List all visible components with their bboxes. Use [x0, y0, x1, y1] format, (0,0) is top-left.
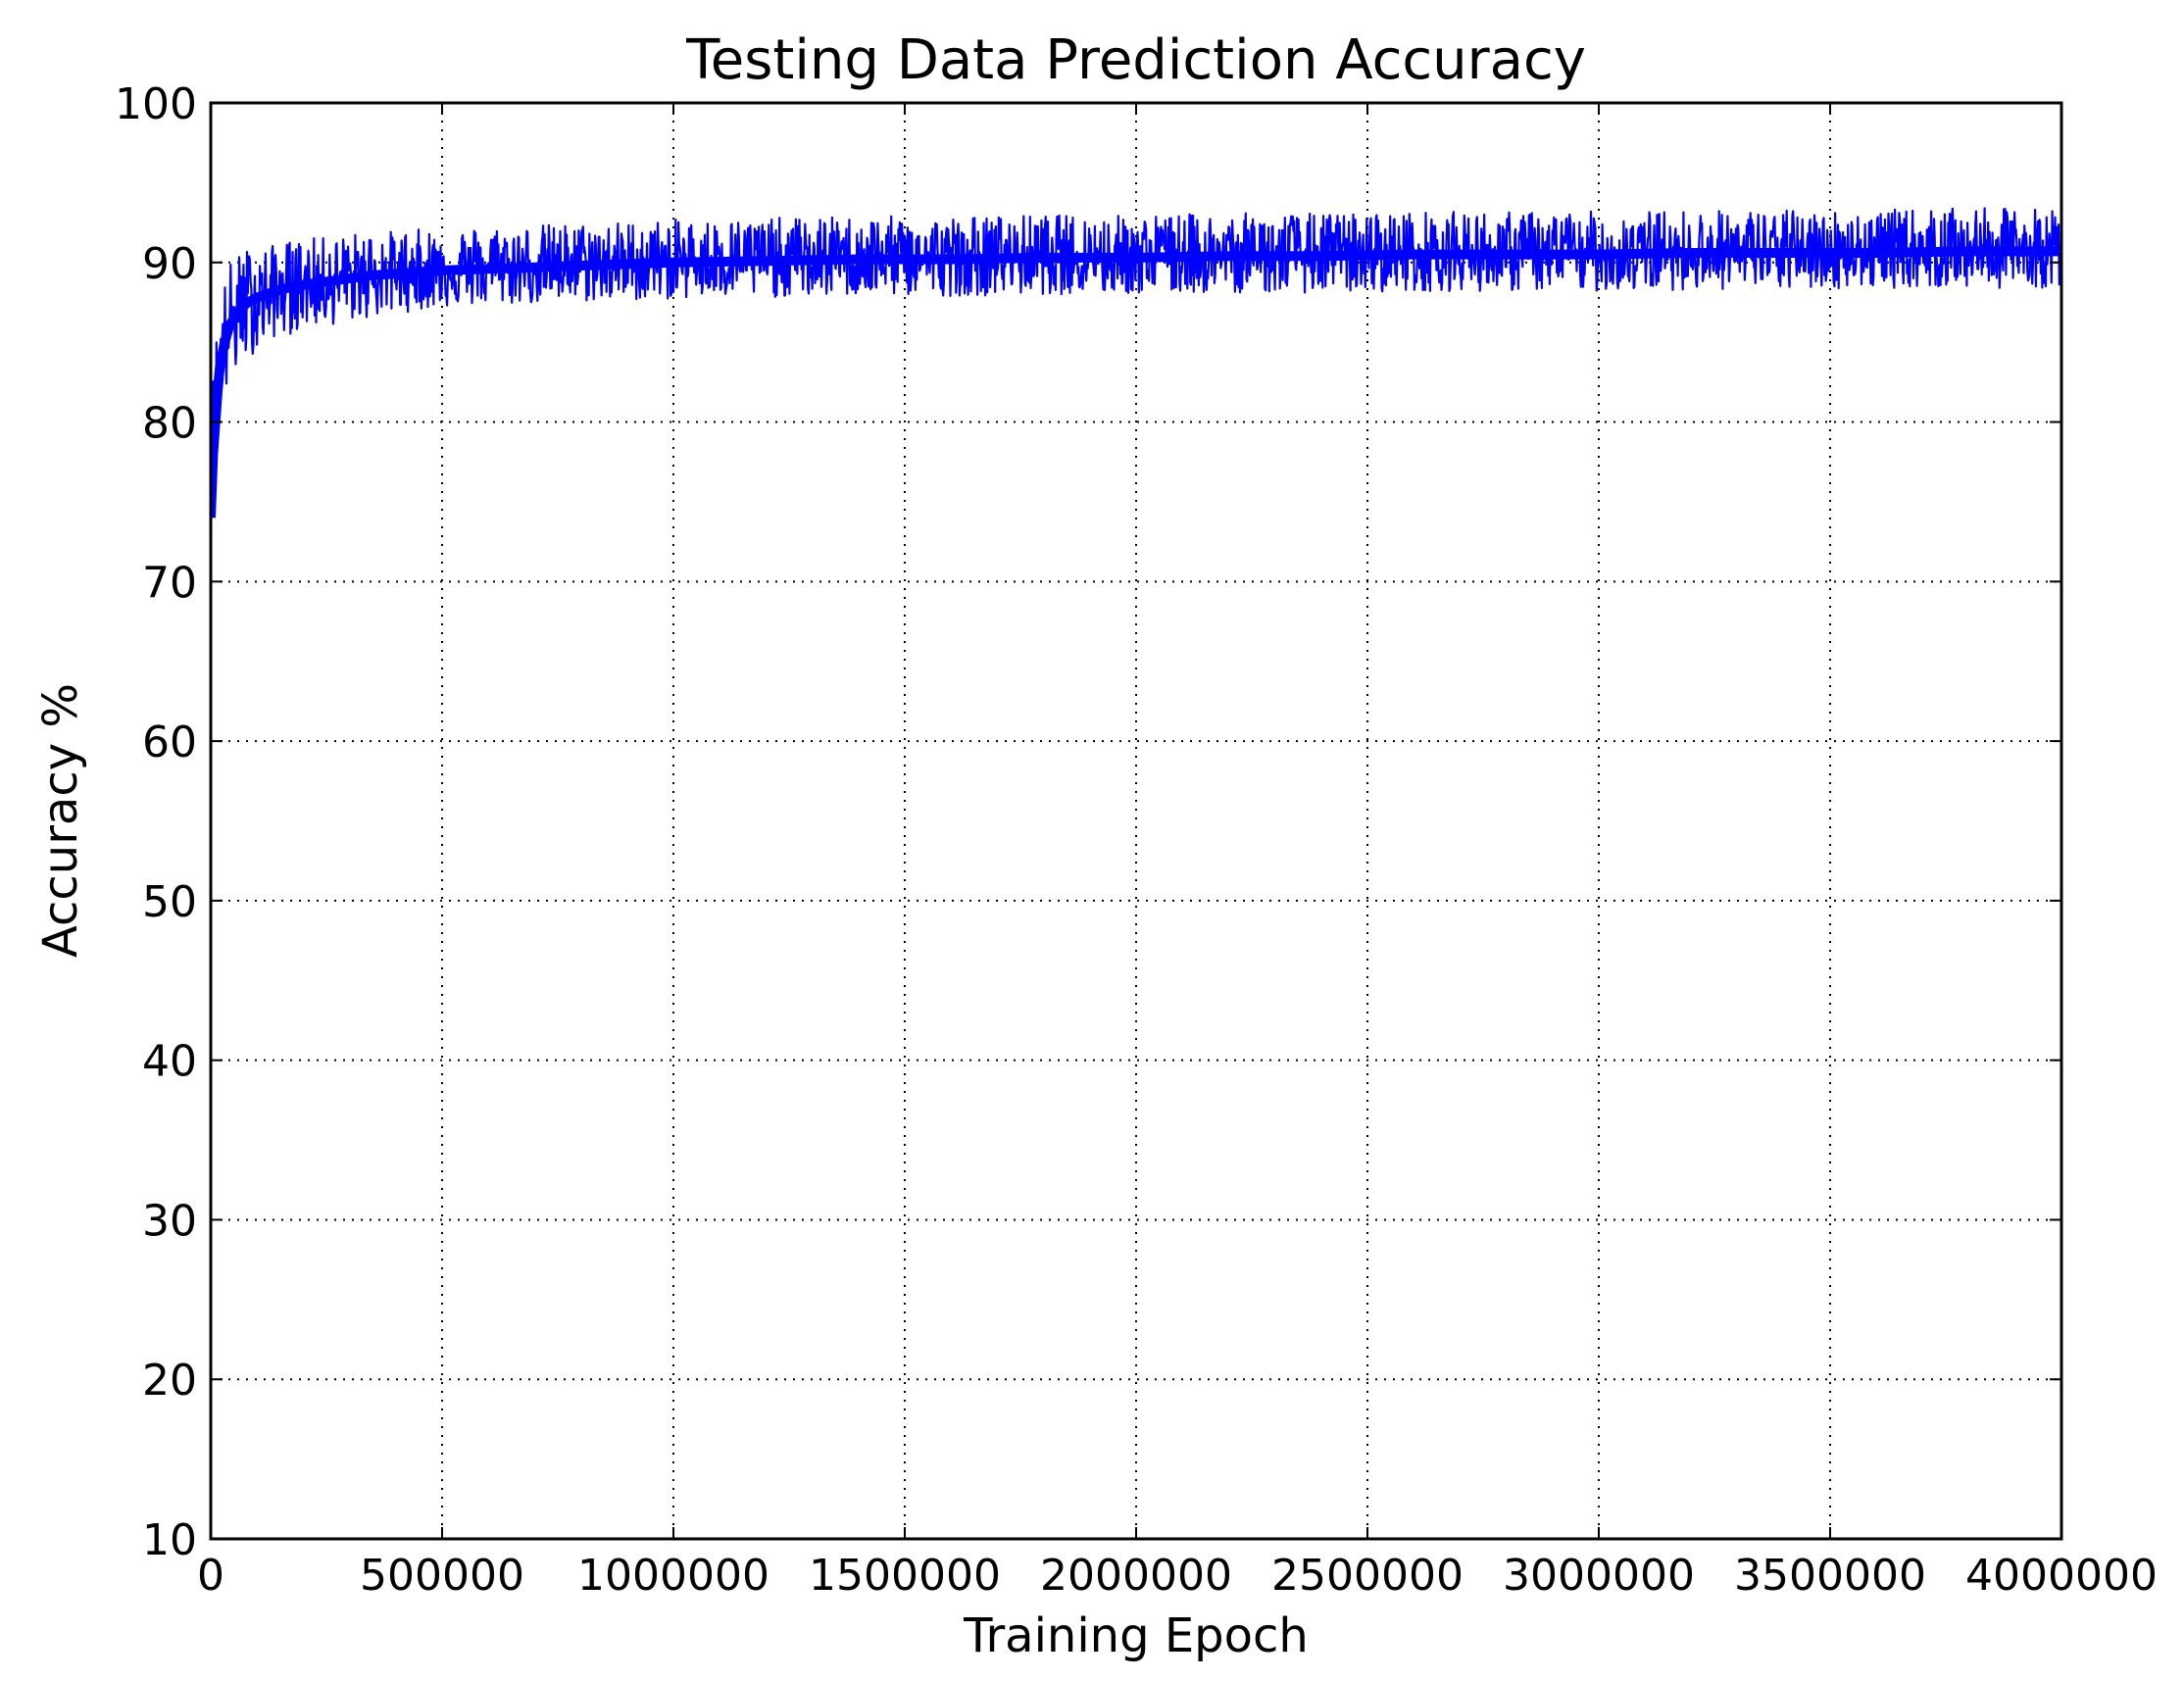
x-tick-label: 4000000 — [1965, 1551, 2158, 1601]
y-tick-label: 10 — [142, 1515, 197, 1565]
x-tick-label: 3500000 — [1734, 1551, 1926, 1601]
y-tick-label: 20 — [142, 1356, 197, 1406]
tick-marks — [210, 102, 2062, 1540]
x-tick-label: 3000000 — [1503, 1551, 1695, 1601]
y-tick-label: 30 — [142, 1196, 197, 1246]
x-tick-label: 1000000 — [577, 1551, 769, 1601]
x-tick-label: 0 — [197, 1551, 224, 1601]
y-tick-labels: 10 20 30 40 50 60 70 80 90 100 — [115, 79, 197, 1565]
series-trend — [211, 246, 2061, 519]
y-tick-label: 80 — [142, 399, 197, 449]
x-tick-labels: 0 500000 1000000 1500000 2000000 2500000 30000… — [197, 1551, 2158, 1601]
grid-lines — [211, 103, 2061, 1539]
y-tick-label: 40 — [142, 1037, 197, 1087]
y-tick-label: 60 — [142, 717, 197, 767]
x-tick-label: 2000000 — [1040, 1551, 1232, 1601]
chart-title: Testing Data Prediction Accuracy — [685, 28, 1586, 92]
series-line — [211, 207, 2061, 519]
y-tick-label: 90 — [142, 239, 197, 289]
y-axis-label: Accuracy % — [33, 683, 88, 958]
x-tick-label: 2500000 — [1271, 1551, 1464, 1601]
x-axis-label: Training Epoch — [963, 1608, 1309, 1663]
y-tick-label: 50 — [142, 877, 197, 927]
y-tick-label: 70 — [142, 558, 197, 608]
series-layer — [211, 207, 2061, 519]
x-tick-label: 1500000 — [809, 1551, 1001, 1601]
y-tick-label: 100 — [115, 79, 197, 129]
x-tick-label: 500000 — [360, 1551, 524, 1601]
